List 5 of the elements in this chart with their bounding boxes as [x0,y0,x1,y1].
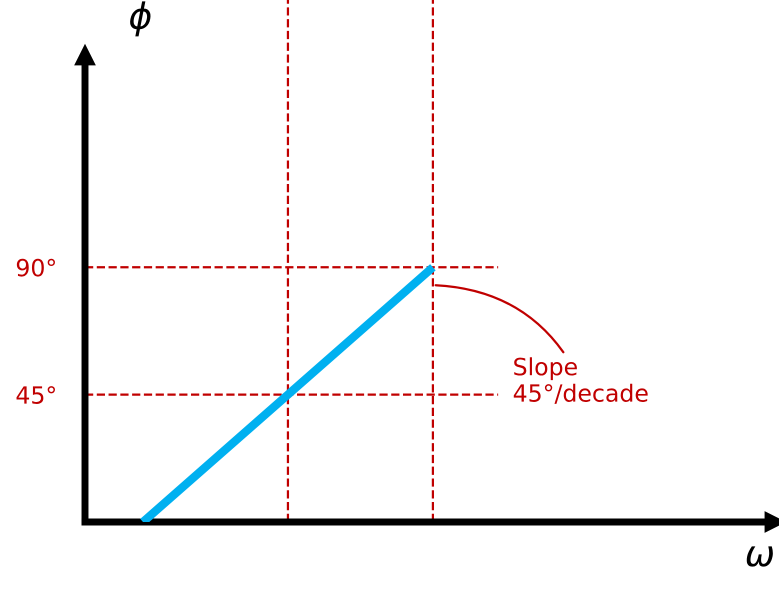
y-tick-label: 90° [16,258,55,277]
text: Slope 45°/decade [514,357,648,404]
text: ω [746,546,773,567]
y-tick-label: 45° [16,386,55,404]
y-axis-title: ϕ [130,1,151,36]
